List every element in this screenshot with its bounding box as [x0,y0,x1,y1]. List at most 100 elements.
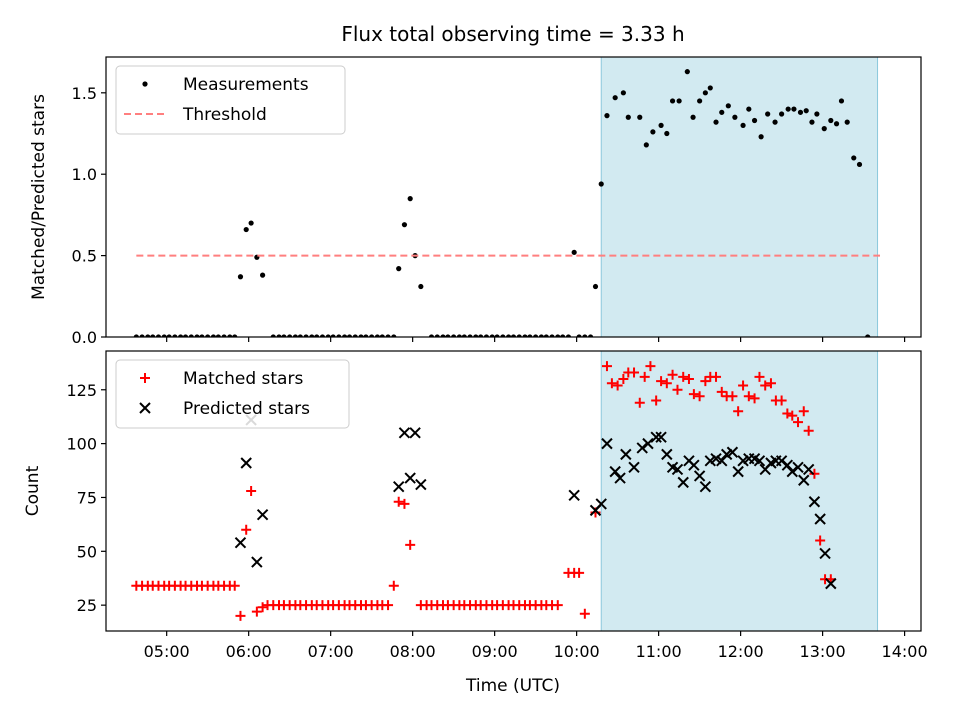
y-axis-label: Count [23,465,43,516]
axes-frame [105,350,922,632]
predicted-stars-point [819,547,831,560]
matched-stars-point [765,378,776,389]
predicted-stars-point [398,427,411,439]
measurement-point [210,334,217,337]
measurement-point [483,334,490,337]
measurement-point [314,334,320,337]
measurement-point [309,334,315,337]
measurement-point [237,274,244,280]
series-matched-stars [131,361,836,621]
legend-label: Threshold [182,105,267,125]
measurement-point [303,334,309,337]
measurement-point [549,334,555,337]
matched-stars-point [241,524,252,535]
measurement-point [467,334,473,337]
measurement-point [428,334,435,337]
matched-stars-point [229,580,240,591]
measurement-point [341,334,348,337]
matched-stars-point [639,371,650,382]
measurement-point [612,95,618,101]
measurement-point [358,334,364,337]
measurement-point [461,334,467,337]
measurement-point [297,334,303,337]
y-tick-label: 1.5 [72,84,97,103]
predicted-stars-point [781,459,794,471]
matched-stars-point [574,567,585,578]
matched-stars-point [738,380,749,391]
measurement-point [215,334,221,337]
matched-stars-point [787,410,798,421]
matched-stars-point [754,371,765,382]
measurement-point [560,334,566,337]
predicted-stars-point [636,442,648,454]
measurement-point [543,334,549,337]
measurement-point [178,334,184,337]
measurement-point [445,334,451,337]
legend-box [115,359,350,429]
measurement-point [637,114,643,120]
y-tick-label: 100 [66,435,97,454]
matched-stars-point [683,374,694,384]
panel-1: 0.0 0.5 1.0 1.5 Matched/Predicted stars Measu… [29,56,922,347]
measurement-point [828,117,834,124]
measurement-point [765,111,771,117]
measurement-point [352,334,358,337]
predicted-stars-point [753,455,766,467]
matched-stars-point [803,425,814,436]
matched-stars-point [235,610,246,621]
measurement-point [833,121,840,127]
predicted-stars-point [655,431,667,443]
measurement-point [851,155,857,161]
measurement-point [565,334,572,337]
measurement-point [772,119,778,125]
measurement-point [133,334,139,337]
predicted-stars-point [620,448,632,461]
y-tick-label: 75 [77,488,97,507]
measurement-point [576,334,582,337]
measurement-point [330,334,336,337]
matched-stars-point [601,361,612,372]
measurement-point [522,334,528,337]
measurement-point [418,283,424,290]
x-tick-label: 09:00 [472,642,518,661]
measurement-point [684,69,690,75]
measurement-point [592,283,599,290]
predicted-stars-point [642,437,654,450]
observing-window-shade [600,56,879,338]
measurement-point [797,109,804,115]
measurement-point [814,111,820,117]
x-tick-label: 13:00 [800,642,846,661]
measurement-point [199,334,205,337]
matched-stars-point [776,395,787,406]
matched-stars-point [749,393,760,404]
predicted-stars-point [404,472,416,484]
matched-stars-point [672,384,683,395]
measurement-point [664,130,670,137]
matched-stars-point [246,486,257,496]
matched-stars-point [606,378,617,389]
measurement-point [369,334,375,337]
matched-stars-point [399,498,410,509]
measurement-point [379,334,385,337]
predicted-stars-point [234,536,247,549]
figure-title: Flux total observing time = 3.33 h [341,22,684,46]
plot-area [133,69,881,337]
legend-label: Measurements [183,75,309,95]
predicted-stars-point [699,480,712,493]
predicted-stars-point [792,461,804,474]
matched-stars-point [678,371,689,382]
measurement-point [188,334,194,337]
legend-label: Matched stars [183,369,303,389]
x-tick-label: 10:00 [554,642,600,661]
matched-stars-point [651,395,662,406]
legend: Measurements Threshold [115,65,346,135]
predicted-stars-point [415,478,427,491]
measurement-point [243,226,249,233]
predicted-stars-point [661,448,673,461]
measurement-point [779,111,785,117]
measurement-point [292,334,299,337]
predicted-stars-point [716,455,728,467]
measurement-point [407,196,413,202]
measurement-point [336,334,342,337]
measurement-point [205,334,211,337]
